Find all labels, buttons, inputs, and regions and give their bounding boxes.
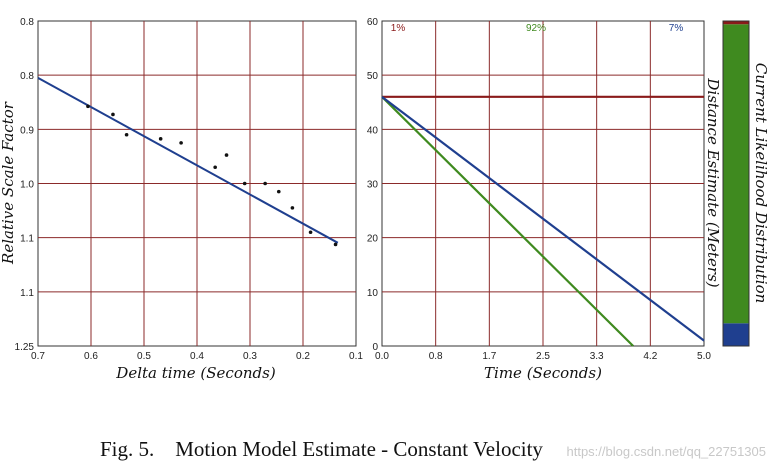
scatter-point-12 xyxy=(333,242,338,247)
right-y-ticks: 0 10 20 30 40 50 60 xyxy=(367,17,379,353)
left-y-tick-2: 1.1 xyxy=(20,234,34,245)
left-y-tick-3: 1.0 xyxy=(20,180,34,191)
likelihood-bar: Current Likelihood Distribution xyxy=(722,20,770,347)
right-x-tick-0: 0.0 xyxy=(375,351,389,362)
left-x-tick-0: 0.7 xyxy=(31,351,45,362)
likelihood-bar-title: Current Likelihood Distribution xyxy=(752,63,770,304)
percent-label-green: 92% xyxy=(526,23,546,34)
right-x-tick-6: 5.0 xyxy=(697,351,711,362)
scatter-point-9 xyxy=(276,189,281,194)
scatter-point-11 xyxy=(308,230,313,235)
scatter-point-1 xyxy=(111,112,115,117)
right-x-tick-5: 4.2 xyxy=(643,351,657,362)
right-x-tick-1: 0.8 xyxy=(429,351,443,362)
right-x-tick-2: 1.7 xyxy=(482,351,496,362)
left-y-axis-label: Relative Scale Factor xyxy=(0,101,17,265)
right-y-tick-3: 30 xyxy=(367,180,379,191)
scatter-point-4 xyxy=(179,141,183,145)
series-line-green xyxy=(381,96,634,347)
scatter-point-5 xyxy=(213,165,217,170)
left-x-ticks: 0.7 0.6 0.5 0.4 0.3 0.2 0.1 xyxy=(31,351,363,362)
left-x-tick-5: 0.2 xyxy=(296,351,310,362)
right-y-tick-4: 40 xyxy=(367,125,379,136)
right-y-tick-0: 0 xyxy=(372,342,378,353)
likelihood-segments xyxy=(723,21,749,346)
scatter-point-0 xyxy=(86,104,90,109)
scatter-points xyxy=(86,104,338,247)
scatter-point-8 xyxy=(263,181,267,186)
likelihood-bar-frame xyxy=(722,20,750,347)
right-x-tick-3: 2.5 xyxy=(536,351,550,362)
right-grid xyxy=(382,21,704,346)
left-x-tick-4: 0.3 xyxy=(243,351,257,362)
watermark: https://blog.csdn.net/qq_22751305 xyxy=(567,444,767,459)
left-y-tick-6: 0.8 xyxy=(20,17,34,28)
fit-line xyxy=(37,76,339,244)
left-x-axis-label: Delta time (Seconds) xyxy=(115,364,276,382)
right-y-tick-5: 50 xyxy=(367,71,379,82)
right-x-axis-label: Time (Seconds) xyxy=(484,364,602,382)
scatter-point-2 xyxy=(124,132,129,137)
right-y-tick-6: 60 xyxy=(367,17,379,28)
left-y-ticks: 1.25 1.1 1.1 1.0 0.9 0.8 0.8 xyxy=(15,17,35,353)
scatter-point-7 xyxy=(242,181,247,186)
percent-label-blue: 7% xyxy=(669,23,684,34)
likelihood-segment-red xyxy=(723,21,749,25)
scatter-point-10 xyxy=(290,206,295,210)
left-y-tick-5: 0.8 xyxy=(20,71,34,82)
right-x-ticks: 0.0 0.8 1.7 2.5 3.3 4.2 5.0 xyxy=(375,351,711,362)
left-y-tick-0: 1.25 xyxy=(15,342,35,353)
left-y-tick-4: 0.9 xyxy=(20,125,34,136)
likelihood-segment-green xyxy=(723,24,749,324)
left-grid xyxy=(38,21,356,346)
left-x-tick-2: 0.5 xyxy=(137,351,151,362)
right-y-tick-2: 20 xyxy=(367,234,379,245)
left-x-tick-6: 0.1 xyxy=(349,351,363,362)
series-line-blue xyxy=(381,95,705,342)
left-y-tick-1: 1.1 xyxy=(20,288,34,299)
right-x-tick-4: 3.3 xyxy=(590,351,604,362)
right-y-tick-1: 10 xyxy=(367,288,379,299)
scatter-point-3 xyxy=(158,137,163,141)
left-x-tick-3: 0.4 xyxy=(190,351,204,362)
distance-series xyxy=(381,95,705,347)
percent-label-red: 1% xyxy=(391,23,406,34)
figure-caption: Fig. 5. Motion Model Estimate - Constant… xyxy=(100,437,543,461)
left-x-tick-1: 0.6 xyxy=(84,351,98,362)
right-y-axis-label: Distance Estimate (Meters) xyxy=(704,77,722,287)
series-percent-labels: 1% 92% 7% xyxy=(391,23,684,34)
scatter-point-6 xyxy=(224,153,229,157)
likelihood-segment-blue xyxy=(723,323,749,346)
distance-chart: 0.0 0.8 1.7 2.5 3.3 4.2 5.0 0 10 20 30 40 50 60 1% 92… xyxy=(367,17,722,382)
scale-factor-chart: 0.7 0.6 0.5 0.4 0.3 0.2 0.1 1.25 1.1 1.1 1.0 0.9 0.… xyxy=(0,17,363,382)
